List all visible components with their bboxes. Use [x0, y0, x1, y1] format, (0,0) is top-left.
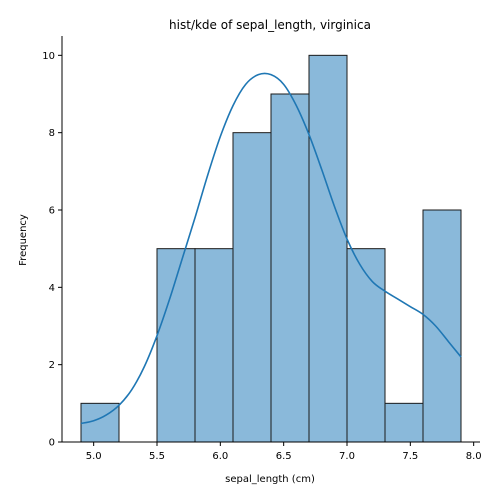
y-tick-label: 2: [49, 360, 55, 371]
x-tick-label: 7.5: [402, 451, 418, 462]
y-tick-label: 6: [49, 206, 55, 217]
histogram-bar-9: [422, 209, 462, 443]
x-tick-label: 8.0: [466, 451, 482, 462]
histogram-bar-4: [232, 132, 272, 443]
x-tick-label: 7.0: [339, 451, 355, 462]
y-ticks: 0 2 4 6 8 10: [42, 51, 62, 449]
y-tick-label: 4: [49, 283, 55, 294]
y-tick-label: 0: [49, 438, 55, 449]
x-ticks: 5.0 5.5 6.0 6.5 7.0 7.5 8.0: [86, 442, 482, 462]
histogram-bar-5: [270, 93, 310, 443]
x-tick-label: 6.5: [276, 451, 292, 462]
x-axis-label: sepal_length (cm): [225, 474, 315, 485]
y-tick-label: 10: [42, 51, 55, 62]
chart-title: hist/kde of sepal_length, virginica: [169, 18, 371, 32]
histogram-bar-6: [308, 54, 348, 443]
histogram-bar-8: [384, 402, 424, 443]
x-tick-label: 6.0: [212, 451, 228, 462]
x-tick-label: 5.0: [86, 451, 102, 462]
x-tick-label: 5.5: [149, 451, 165, 462]
histogram-bar-7: [346, 248, 386, 443]
y-axis-label: Frequency: [18, 214, 29, 266]
histogram-bar-3: [194, 248, 234, 443]
y-tick-label: 8: [49, 128, 55, 139]
kde-line: [80, 72, 462, 425]
bars-group: [80, 54, 462, 443]
